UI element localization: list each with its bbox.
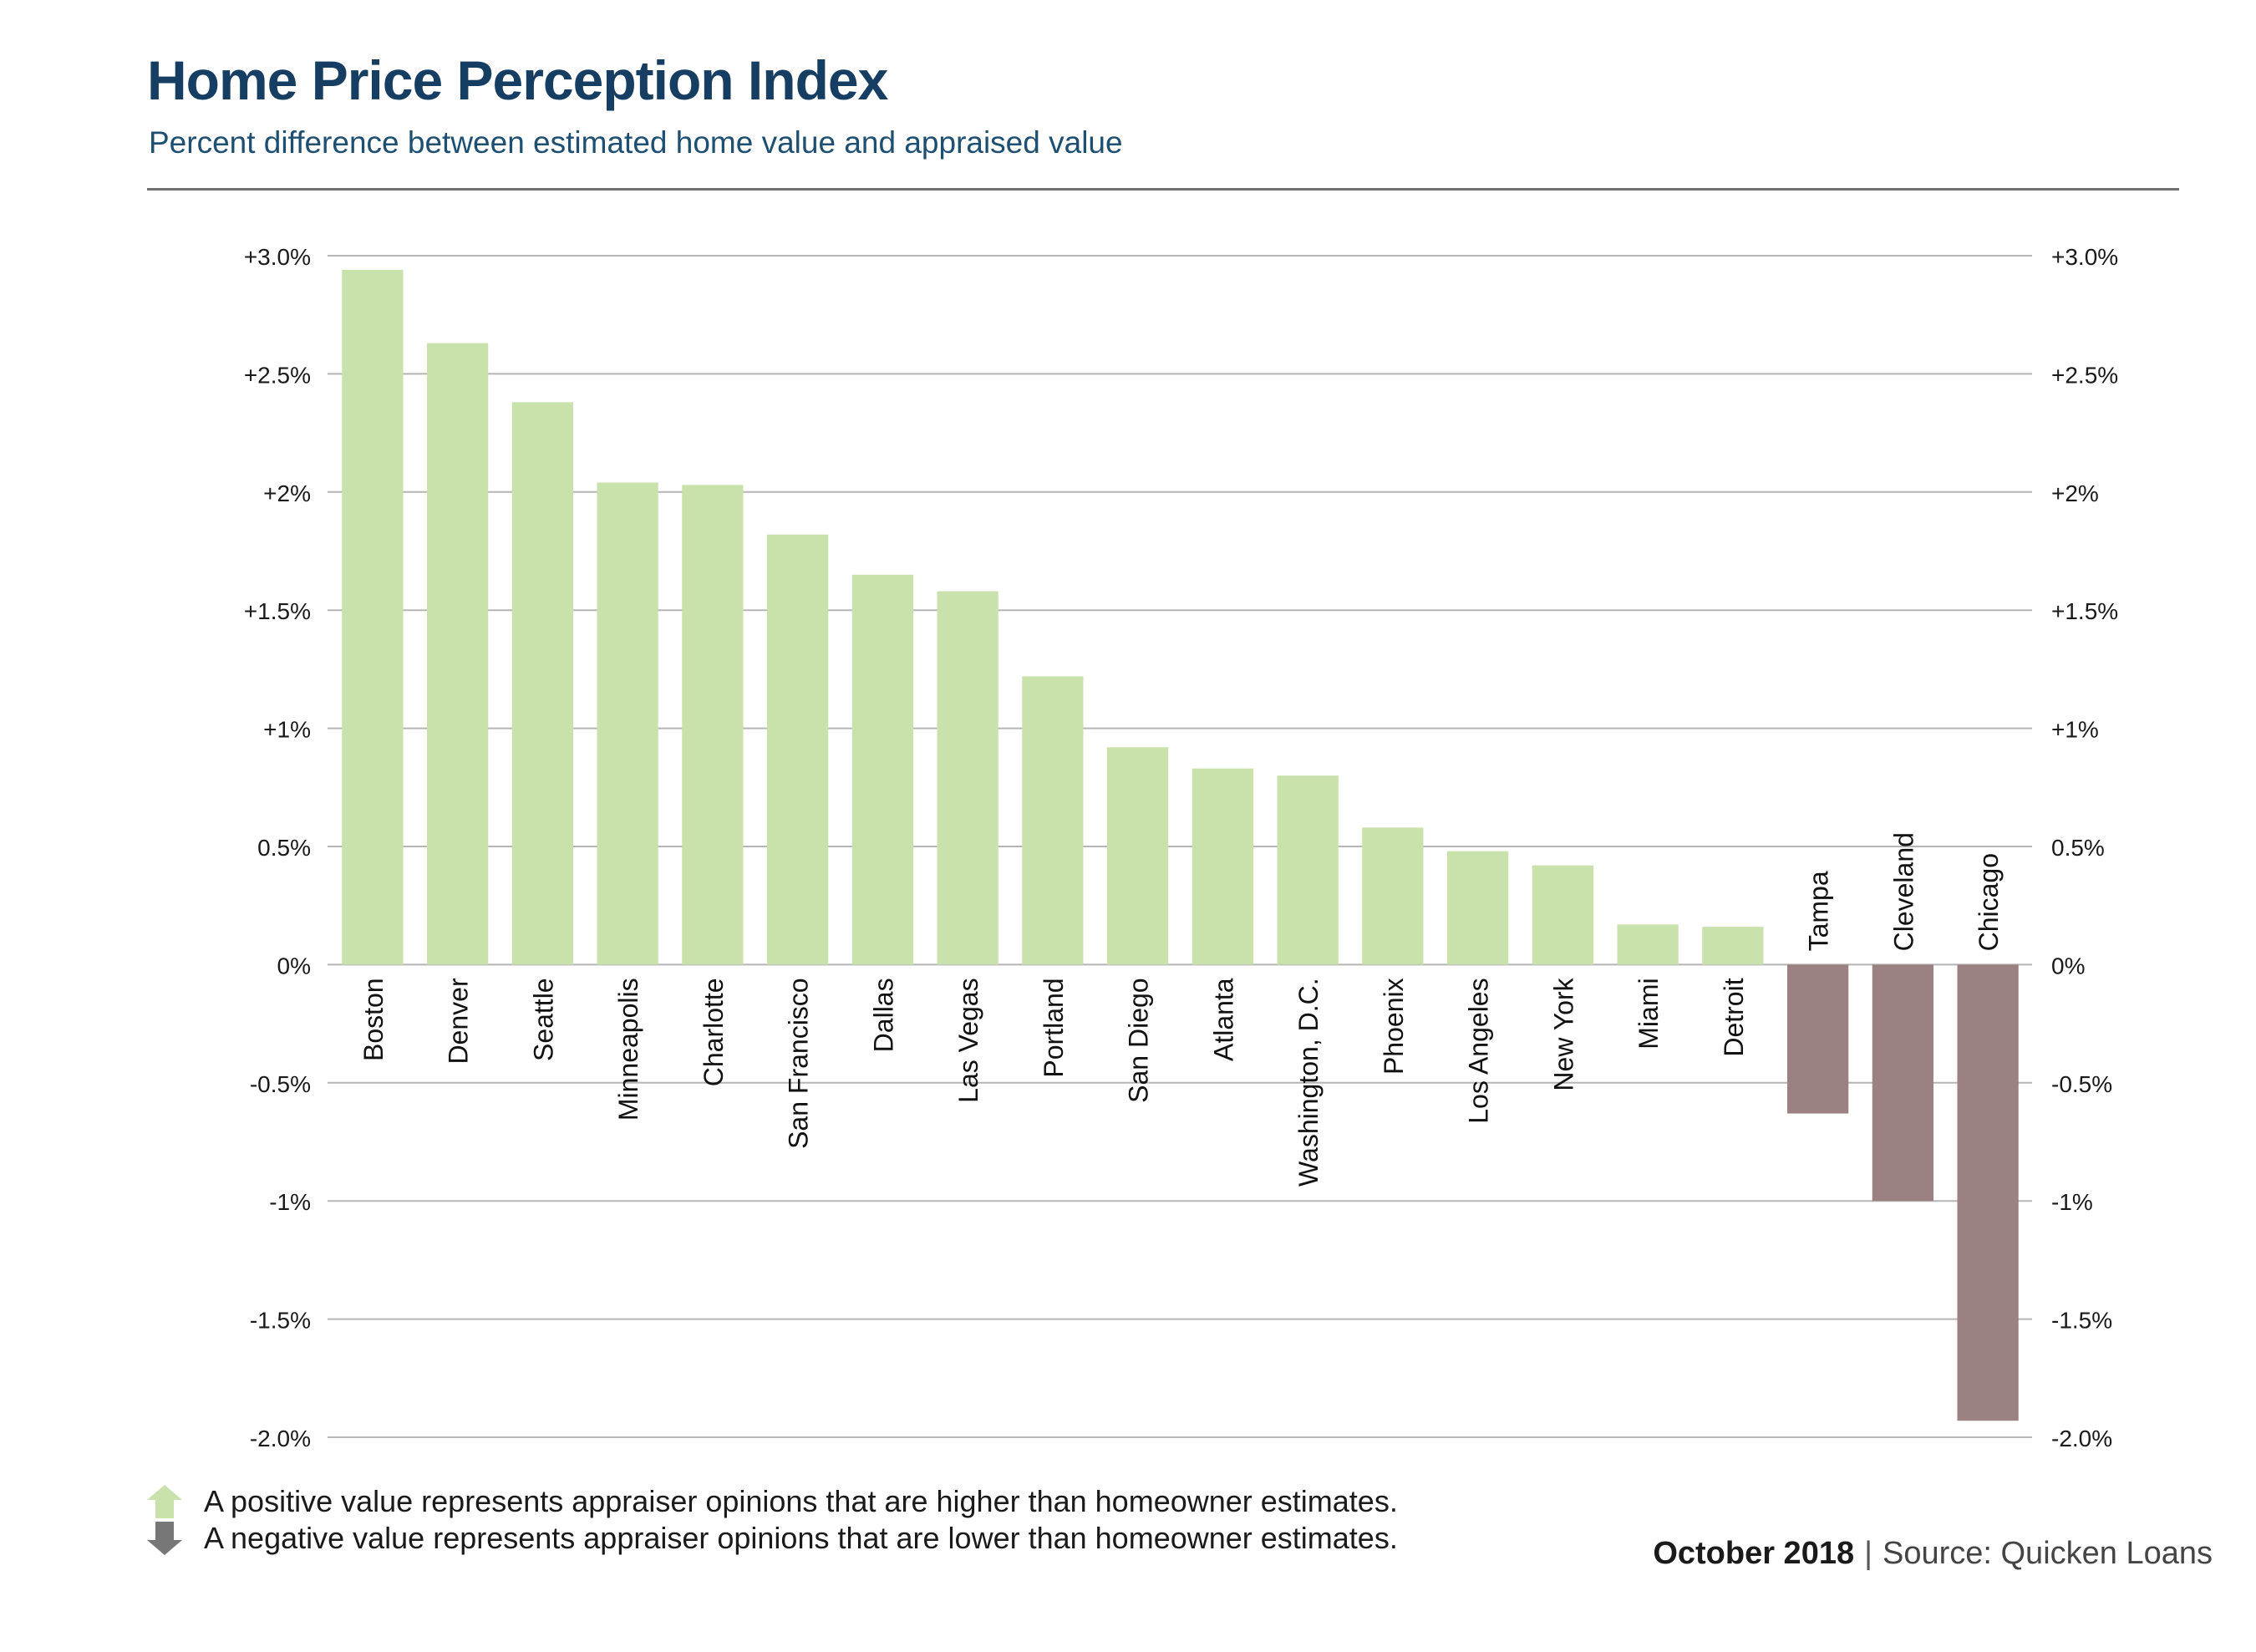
- category-label: Detroit: [1719, 978, 1749, 1056]
- category-label: Los Angeles: [1464, 978, 1494, 1123]
- y-tick-label-left: 0%: [277, 953, 311, 978]
- bar: [1617, 924, 1679, 965]
- category-label: San Francisco: [784, 978, 814, 1149]
- footer: October 2018 | Source: Quicken Loans: [1653, 1536, 2213, 1572]
- bar: [1957, 964, 2019, 1421]
- y-tick-label-right: -2.0%: [2051, 1426, 2112, 1451]
- y-tick-label-left: -2.0%: [250, 1426, 311, 1451]
- category-label: Cleveland: [1888, 832, 1918, 951]
- chart-subtitle: Percent difference between estimated hom…: [149, 125, 1123, 160]
- footer-source: Source: Quicken Loans: [1882, 1536, 2213, 1571]
- category-label: Dallas: [868, 978, 898, 1052]
- bar: [1022, 676, 1084, 965]
- bar: [937, 591, 998, 965]
- y-tick-label-left: +2.5%: [244, 362, 311, 388]
- y-tick-label-right: +1%: [2051, 717, 2099, 743]
- y-tick-label-right: -1%: [2051, 1189, 2093, 1215]
- category-label: Portland: [1039, 978, 1069, 1077]
- bar: [1532, 865, 1594, 965]
- bar: [1192, 768, 1254, 965]
- category-label: Chicago: [1974, 853, 2004, 951]
- y-tick-label-left: +3.0%: [244, 244, 311, 270]
- category-label: Denver: [444, 978, 474, 1065]
- up-arrow-icon: [147, 1485, 182, 1518]
- bar: [1872, 964, 1934, 1202]
- y-tick-label-left: 0.5%: [257, 835, 311, 861]
- category-label: Las Vegas: [953, 978, 983, 1102]
- category-label: Miami: [1634, 978, 1664, 1049]
- y-tick-label-right: 0.5%: [2051, 835, 2105, 861]
- category-label: Charlotte: [699, 978, 729, 1086]
- bar: [1106, 747, 1169, 965]
- y-tick-label-left: +1.5%: [244, 598, 311, 624]
- bar: [1702, 927, 1764, 965]
- bar: [426, 343, 489, 965]
- header-divider: [147, 188, 2179, 191]
- positive-note-text: A positive value represents appraiser op…: [204, 1484, 1398, 1518]
- footer-separator: |: [1864, 1536, 1872, 1571]
- footer-date: October 2018: [1653, 1536, 1855, 1571]
- bar: [1277, 775, 1339, 965]
- bar: [851, 574, 914, 965]
- bar: [511, 402, 574, 965]
- bar: [682, 485, 744, 965]
- bar: [1362, 827, 1424, 965]
- y-tick-label-right: +2%: [2051, 480, 2099, 506]
- y-tick-label-right: +2.5%: [2051, 362, 2118, 388]
- chart-title: Home Price Perception Index: [147, 49, 888, 111]
- down-arrow-icon: [147, 1522, 182, 1555]
- negative-note-text: A negative value represents appraiser op…: [204, 1521, 1398, 1555]
- y-tick-label-right: -0.5%: [2051, 1071, 2112, 1097]
- y-tick-label-right: 0%: [2051, 953, 2085, 978]
- category-label: Washington, D.C.: [1293, 978, 1324, 1187]
- category-label: Tampa: [1804, 871, 1834, 951]
- y-tick-label-left: +1%: [263, 717, 311, 743]
- y-tick-label-right: +1.5%: [2051, 598, 2118, 624]
- y-tick-label-left: -1%: [269, 1189, 311, 1215]
- bar: [1446, 851, 1509, 965]
- bar: [1786, 964, 1849, 1114]
- category-label: Boston: [358, 978, 389, 1061]
- bar: [766, 534, 829, 965]
- bar: [342, 269, 404, 965]
- category-label: Minneapolis: [613, 978, 643, 1121]
- category-label: New York: [1548, 977, 1578, 1090]
- y-tick-label-right: +3.0%: [2051, 244, 2118, 270]
- y-tick-label-left: -1.5%: [250, 1308, 311, 1334]
- y-tick-label-left: -0.5%: [250, 1071, 311, 1097]
- bar: [597, 482, 658, 965]
- category-label: Atlanta: [1208, 978, 1238, 1061]
- category-label: Seattle: [528, 978, 558, 1061]
- category-label: Phoenix: [1379, 978, 1409, 1075]
- category-label: San Diego: [1124, 978, 1154, 1102]
- y-tick-label-right: -1.5%: [2051, 1308, 2112, 1334]
- y-tick-label-left: +2%: [263, 480, 311, 506]
